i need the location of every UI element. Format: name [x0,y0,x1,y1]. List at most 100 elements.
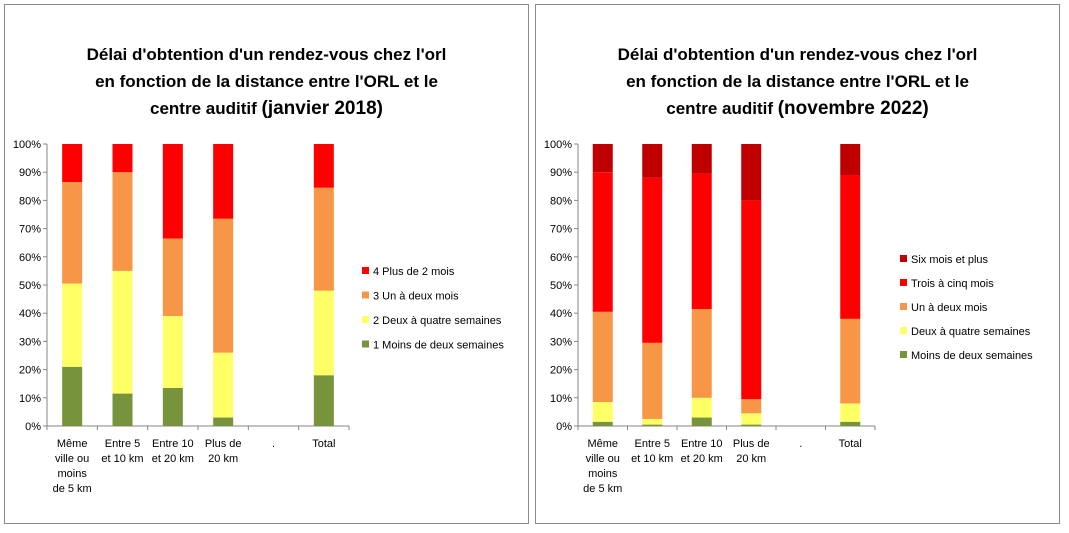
bar-segment-2018-s3-c1 [112,144,133,173]
y-tick-label: 90% [19,167,41,179]
bar-segment-2018-s2-c5 [313,187,334,291]
legend-label: 4 Plus de 2 mois [373,266,455,278]
bar-segment-2022-s1-c5 [840,403,861,422]
bar-segment-2022-s1-c3 [741,413,762,425]
x-category-label: ville ou [586,453,620,465]
bar-segment-2022-s0-c0 [592,421,613,426]
bar-segment-2022-s4-c5 [840,144,861,176]
y-tick-label: 100% [544,139,572,151]
y-tick-label: 0% [25,421,41,433]
x-category-label: et 20 km [152,453,194,465]
x-category-label: 20 km [736,453,766,465]
bar-segment-2022-s3-c2 [691,173,712,309]
legend-swatch [900,279,907,286]
bar-segment-2022-s4-c3 [741,144,762,201]
bar-segment-2022-s2-c0 [592,311,613,403]
x-category-label: Plus de [733,438,770,450]
chart-title-2018-suffix: (janvier 2018) [261,98,383,119]
bar-segment-2022-s2-c3 [741,399,762,414]
bar-segment-2022-s4-c1 [642,144,663,178]
bar-segment-2018-s3-c5 [313,144,334,188]
y-tick-label: 30% [19,336,41,348]
stacked-bar-chart-2022: 0% 10% 20% 30% 40% 50% 60% 70% 80% 90% 100% Même vil… [544,139,1033,495]
bar-segment-2018-s3-c3 [213,144,234,219]
legend-label: 3 Un à deux mois [373,291,459,303]
x-category-label: Entre 5 [105,438,140,450]
bar-segment-2018-s1-c1 [112,270,133,394]
bar-segment-2022-s1-c1 [642,418,663,425]
y-tick-label: 20% [19,365,41,377]
legend-label: 2 Deux à quatre semaines [373,315,502,327]
x-category-label: et 10 km [101,453,143,465]
x-category-label: et 10 km [631,453,673,465]
y-tick-label: 10% [550,393,572,405]
bar-segment-2022-s3-c1 [642,177,663,343]
bar-segment-2022-s3-c0 [592,172,613,312]
bar-segment-2022-s2-c1 [642,342,663,419]
chart-title-2022: Délai d'obtention d'un rendez-vous chez … [536,41,1059,122]
bar-segment-2022-s4-c2 [691,144,712,174]
bar-segment-2018-s0-c0 [62,366,83,426]
legend-swatch [900,255,907,262]
y-tick-label: 30% [550,336,572,348]
y-tick-label: 50% [19,280,41,292]
bar-segment-2022-s0-c5 [840,421,861,426]
x-category-label: moins [57,468,87,480]
y-tick-label: 10% [19,393,41,405]
legend-label: 1 Moins de deux semaines [373,340,504,352]
bar-segment-2022-s0-c3 [741,424,762,426]
bar-segment-2018-s2-c2 [162,238,183,317]
legend-label: Deux à quatre semaines [911,326,1031,338]
bar-segment-2018-s2-c0 [62,182,83,284]
bar-segment-2018-s0-c3 [213,417,234,426]
x-category-label: 20 km [208,453,238,465]
bar-segment-2022-s3-c5 [840,175,861,319]
x-category-label: Entre 10 [681,438,723,450]
bar-segment-2022-s0-c2 [691,417,712,426]
bar-segment-2018-s2-c3 [213,218,234,353]
stacked-bar-chart-2018: 0% 10% 20% 30% 40% 50% 60% 70% 80% 90% 100% Même vil… [13,139,504,495]
legend-swatch [362,291,369,299]
y-tick-label: 90% [550,167,572,179]
bar-segment-2022-s3-c3 [741,200,762,400]
y-tick-label: 40% [550,308,572,320]
bar-segment-2022-s2-c2 [691,308,712,398]
bar-segment-2018-s0-c2 [162,387,183,426]
chart-title-2022-suffix: (novembre 2022) [777,98,929,119]
x-category-label: Entre 10 [152,438,194,450]
bar-segment-2018-s1-c5 [313,290,334,376]
y-tick-label: 40% [19,308,41,320]
legend-label: Six mois et plus [911,254,989,266]
legend-swatch [900,327,907,334]
x-category-label: Total [312,438,335,450]
x-category-label: de 5 km [53,483,92,495]
chart-title-2018-main: Délai d'obtention d'un rendez-vous chez … [86,45,447,118]
bar-segment-2018-s3-c0 [62,144,83,183]
x-category-label: Même [57,438,88,450]
x-category-label: et 20 km [681,453,723,465]
x-category-label: Même [587,438,618,450]
chart-title-2018: Délai d'obtention d'un rendez-vous chez … [5,41,528,122]
x-category-label: . [799,438,802,450]
y-tick-label: 50% [550,280,572,292]
chart-title-2022-main: Délai d'obtention d'un rendez-vous chez … [617,45,978,118]
x-category-label: . [272,438,275,450]
x-category-label: moins [588,468,618,480]
x-category-label: Plus de [205,438,242,450]
legend-swatch [362,267,369,274]
bar-segment-2022-s1-c2 [691,397,712,418]
x-category-label: Total [839,438,862,450]
bar-segment-2022-s4-c0 [592,144,613,173]
chart-panel-2018: Délai d'obtention d'un rendez-vous chez … [4,4,529,524]
y-tick-label: 80% [19,195,41,207]
bar-segment-2018-s1-c2 [162,316,183,388]
x-category-label: Entre 5 [635,438,670,450]
y-tick-label: 70% [550,224,572,236]
legend-swatch [900,303,907,310]
y-tick-label: 20% [550,365,572,377]
y-tick-label: 60% [19,252,41,264]
legend-swatch [362,340,369,348]
bar-segment-2018-s1-c3 [213,352,234,418]
bar-segment-2018-s3-c2 [162,144,183,239]
y-tick-label: 70% [19,224,41,236]
